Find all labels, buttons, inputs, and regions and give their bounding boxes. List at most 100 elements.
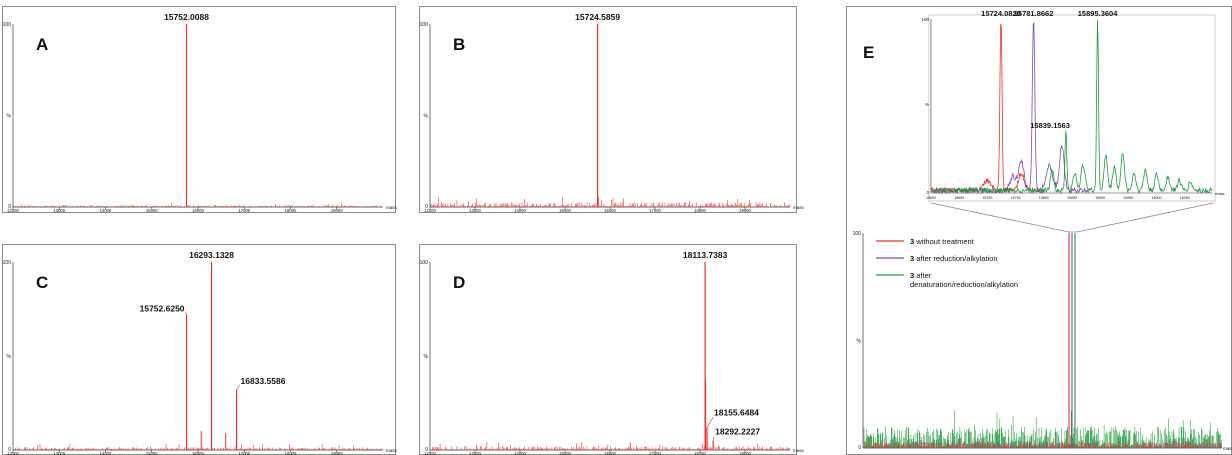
y-tick-label-top: 100	[420, 22, 429, 28]
y-axis-label: %	[7, 114, 12, 120]
legend-entry: 3 after denaturation/reduction/alkylation	[910, 271, 1018, 289]
x-axis-label: mass	[793, 205, 805, 210]
inset-x-tick-label: 16050	[1180, 196, 1190, 200]
x-tick-label: 12000	[424, 208, 436, 213]
inset-y-bottom-label: 0	[926, 190, 929, 195]
y-axis-label: %	[7, 354, 12, 360]
y-tick-label-bottom: 0	[425, 204, 428, 210]
x-tick-label: 12000	[424, 451, 436, 455]
x-tick-label: 16000	[604, 451, 616, 455]
noise-trace	[13, 203, 383, 207]
x-axis-label: mass	[386, 448, 398, 453]
x-tick-label: 12000	[7, 451, 19, 455]
panel-E-frame	[846, 6, 1232, 455]
y-axis-label: %	[857, 339, 862, 345]
y-axis-label: %	[424, 114, 429, 120]
x-tick-label: 16000	[604, 208, 616, 213]
y-axis-label: %	[424, 354, 429, 360]
inset-peak-label: 15781.8662	[1014, 9, 1054, 18]
noise-trace	[13, 443, 383, 450]
x-tick-label: 17000	[649, 208, 661, 213]
x-tick-label: 18000	[694, 451, 706, 455]
x-tick-label: 16000	[192, 451, 204, 455]
leader-line	[185, 311, 187, 315]
inset-x-tick-label: 15650	[954, 196, 964, 200]
y-tick-label-top: 100	[853, 231, 862, 237]
legend-entry: 3 without treatment	[910, 237, 975, 246]
inset-x-tick-label: 15800	[1039, 196, 1049, 200]
x-tick-label: 19000	[739, 208, 751, 213]
inset-peak-label: 15724.0820	[981, 9, 1021, 18]
x-axis-label: mass	[386, 205, 398, 210]
inset-x-tick-label: 15750	[1011, 196, 1021, 200]
y-tick-label-top: 100	[3, 260, 12, 266]
panel-B-frame	[419, 6, 797, 213]
peak-label: 18155.6484	[714, 407, 759, 417]
panel-label-A: A	[36, 35, 48, 54]
inset-x-tick-label: 15700	[982, 196, 992, 200]
y-tick-label-bottom: 0	[858, 445, 861, 451]
x-axis-label: mass	[793, 448, 805, 453]
panel-D-frame	[419, 244, 797, 455]
inset-x-tick-label: 15850	[1067, 196, 1077, 200]
panel-label-D: D	[453, 273, 465, 292]
noise-trace-0	[863, 436, 1222, 448]
x-tick-label: 13000	[53, 208, 65, 213]
inset-frame	[928, 14, 1216, 202]
noise-trace	[430, 197, 791, 207]
x-tick-label: 18000	[285, 451, 297, 455]
x-tick-label: 14000	[100, 208, 112, 213]
inset-peak-label: 15895.3604	[1078, 9, 1118, 18]
inset-trace	[930, 23, 1044, 194]
x-tick-label: 16000	[192, 208, 204, 213]
panel-label-C: C	[36, 273, 48, 292]
x-tick-label: 13000	[469, 208, 481, 213]
inset-y-top-label: 100	[921, 17, 929, 22]
x-tick-label: 19000	[331, 451, 343, 455]
noise-trace	[430, 441, 791, 450]
x-tick-label: 17000	[238, 208, 250, 213]
x-tick-label: 12000	[7, 208, 19, 213]
inset-x-tick-label: 15950	[1123, 196, 1133, 200]
x-tick-label: 15000	[146, 208, 158, 213]
y-tick-label-bottom: 0	[8, 447, 11, 453]
x-tick-label: 13000	[53, 451, 65, 455]
legend-entry: 3 after reduction/alkylation	[910, 254, 998, 263]
x-tick-label: 14000	[514, 451, 526, 455]
leader-line	[236, 384, 240, 390]
peak-label: 18292.2227	[715, 427, 760, 437]
x-axis-label: mass	[1223, 446, 1232, 451]
inset-y-axis-label: %	[925, 102, 929, 107]
peak-label: 16833.5586	[241, 376, 286, 386]
inset-x-axis-label: mass	[1215, 191, 1225, 196]
inset-x-tick-label: 15600	[926, 196, 936, 200]
peak-label: 15752.0088	[164, 12, 209, 22]
peak-label: 15724.5859	[575, 12, 620, 22]
leader-line	[706, 417, 714, 428]
panel-label-B: B	[453, 35, 465, 54]
x-tick-label: 15000	[559, 208, 571, 213]
x-tick-label: 17000	[649, 451, 661, 455]
x-tick-label: 14000	[514, 208, 526, 213]
x-tick-label: 13000	[469, 451, 481, 455]
peak-label: 16293.1328	[189, 250, 234, 260]
x-tick-label: 19000	[739, 451, 751, 455]
leader-line	[712, 436, 715, 441]
x-tick-label: 14000	[100, 451, 112, 455]
y-tick-label-top: 100	[420, 260, 429, 266]
inset-x-tick-label: 15900	[1095, 196, 1105, 200]
peak-label: 15752.6250	[140, 304, 185, 314]
inset-trace	[930, 19, 1213, 195]
inset-x-tick-label: 16000	[1152, 196, 1162, 200]
y-tick-label-bottom: 0	[425, 447, 428, 453]
y-tick-label-bottom: 0	[8, 204, 11, 210]
peak-label: 18113.7383	[683, 250, 728, 260]
panel-label-E: E	[863, 43, 874, 62]
inset-peak-label: 15839.1563	[1030, 121, 1070, 130]
y-tick-label-top: 100	[3, 22, 12, 28]
x-tick-label: 15000	[559, 451, 571, 455]
